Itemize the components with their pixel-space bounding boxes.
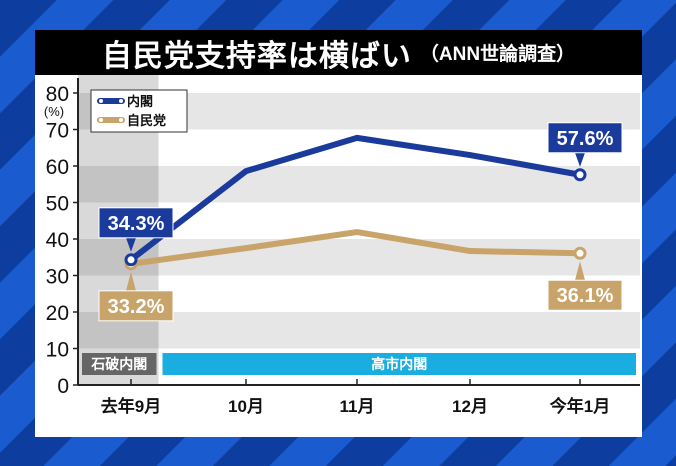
y-tick-label: 10 [46, 339, 69, 362]
x-tick-label: 今年1月 [550, 396, 610, 416]
data-label-box [98, 290, 174, 322]
y-tick-label: 20 [46, 302, 69, 325]
period-bar [162, 353, 636, 375]
legend-marker [119, 99, 123, 103]
series-line-ldp [130, 229, 581, 267]
period-label: 石破内閣 [90, 356, 147, 372]
series-line-cabinet [129, 134, 581, 263]
y-tick-label: 60 [46, 156, 69, 179]
data-point [124, 253, 138, 267]
x-tick-label: 11月 [340, 397, 375, 416]
chart-subtitle: （ANN世論調査） [419, 44, 576, 65]
y-tick-label: 30 [46, 266, 69, 289]
title-bar: 自民党支持率は横ばい （ANN世論調査） [35, 30, 642, 75]
x-tick-label: 10月 [228, 397, 264, 416]
grid-band [78, 166, 640, 203]
y-tick-label: 70 [46, 120, 69, 143]
y-tick-label: 0 [57, 375, 69, 398]
period-bar [82, 353, 157, 375]
x-tick-label: 去年9月 [101, 396, 161, 416]
data-label: 57.6% [557, 128, 614, 150]
legend-box [90, 89, 188, 133]
callout-pointer [575, 261, 585, 281]
data-label: 36.1% [557, 285, 614, 307]
data-point [573, 246, 587, 260]
y-axis-unit: (%) [44, 104, 64, 119]
chart-title: 自民党支持率は横ばい [101, 39, 412, 73]
legend-label: 内閣 [127, 94, 153, 109]
callout-pointer [126, 237, 136, 252]
legend-label: 自民党 [127, 113, 166, 128]
callout-pointer [126, 271, 136, 291]
x-tick-label: 12月 [452, 397, 488, 416]
data-label: 33.2% [108, 296, 165, 318]
data-label-box [547, 122, 623, 154]
legend-marker [119, 118, 123, 122]
data-label: 34.3% [108, 213, 165, 235]
callout-pointer [575, 152, 585, 167]
y-tick-label: 80 [46, 83, 69, 106]
y-tick-label: 50 [46, 193, 69, 216]
data-point [573, 168, 587, 182]
legend-marker [99, 99, 103, 103]
period-label: 高市内閣 [371, 356, 427, 372]
data-label-box [98, 207, 174, 239]
legend-marker [99, 118, 103, 122]
y-tick-label: 40 [46, 229, 69, 252]
data-label-box [547, 279, 623, 311]
